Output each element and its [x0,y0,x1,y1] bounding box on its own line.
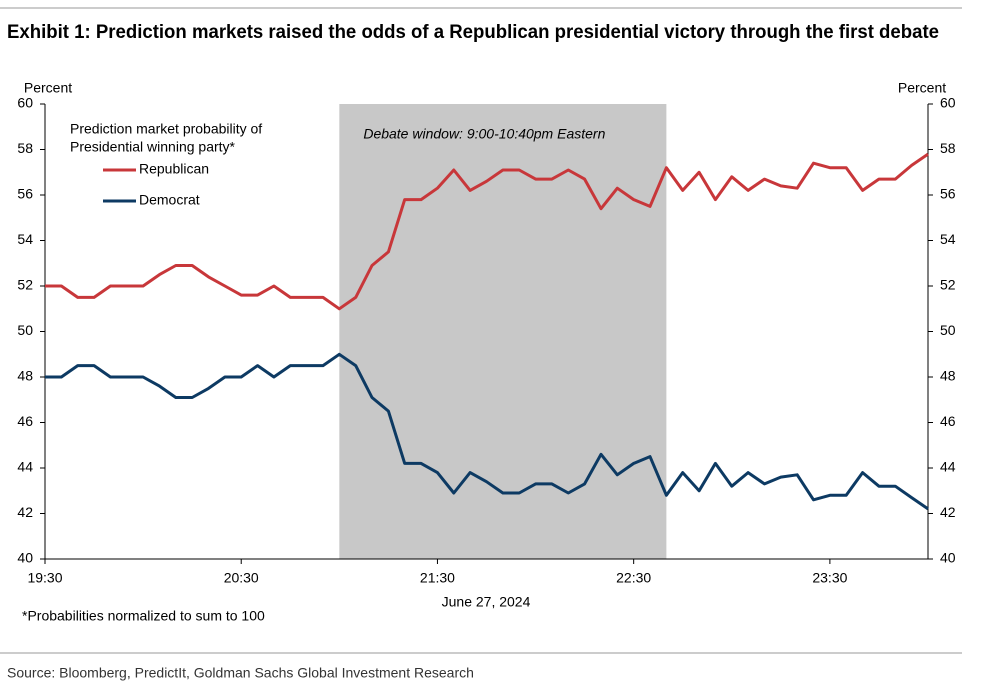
legend-label: Republican [139,161,209,177]
y-tick-label: 48 [17,368,33,384]
y-tick-label: 58 [17,140,33,156]
legend-title: Presidential winning party* [70,139,236,155]
y-tick-label: 52 [17,277,33,293]
chart-title: Exhibit 1: Prediction markets raised the… [7,22,939,43]
y2-tick-label: 40 [940,550,956,566]
y2-tick-label: 60 [940,95,956,111]
y-tick-label: 42 [17,504,33,520]
x-tick-label: 22:30 [616,570,651,586]
shaded-region [339,104,667,559]
series-line [45,352,929,511]
y2-tick-label: 44 [940,459,956,475]
y-tick-label: 46 [17,413,33,429]
source: Source: Bloomberg, PredictIt, Goldman Sa… [7,665,474,681]
annotation: Debate window: 9:00-10:40pm Eastern [363,126,605,142]
y2-tick-label: 52 [940,277,956,293]
y2-axis-label: Percent [898,80,946,96]
y2-tick-label: 48 [940,368,956,384]
x-axis-label: June 27, 2024 [442,594,531,610]
y2-tick-label: 42 [940,504,956,520]
footnote: *Probabilities normalized to sum to 100 [22,608,265,624]
y2-tick-label: 54 [940,231,956,247]
x-tick-label: 19:30 [27,570,62,586]
x-tick-label: 20:30 [224,570,259,586]
y-tick-label: 40 [17,550,33,566]
y2-tick-label: 56 [940,186,956,202]
y2-tick-label: 58 [940,140,956,156]
legend-label: Democrat [139,192,200,208]
y-axis-label: Percent [24,80,72,96]
y-tick-label: 56 [17,186,33,202]
series-line [45,152,929,311]
x-tick-label: 23:30 [812,570,847,586]
y-tick-label: 44 [17,459,33,475]
x-tick-label: 21:30 [420,570,455,586]
y-tick-label: 60 [17,95,33,111]
y2-tick-label: 50 [940,322,956,338]
y-tick-label: 54 [17,231,33,247]
legend-title: Prediction market probability of [70,121,262,137]
y2-tick-label: 46 [940,413,956,429]
y-tick-label: 50 [17,322,33,338]
